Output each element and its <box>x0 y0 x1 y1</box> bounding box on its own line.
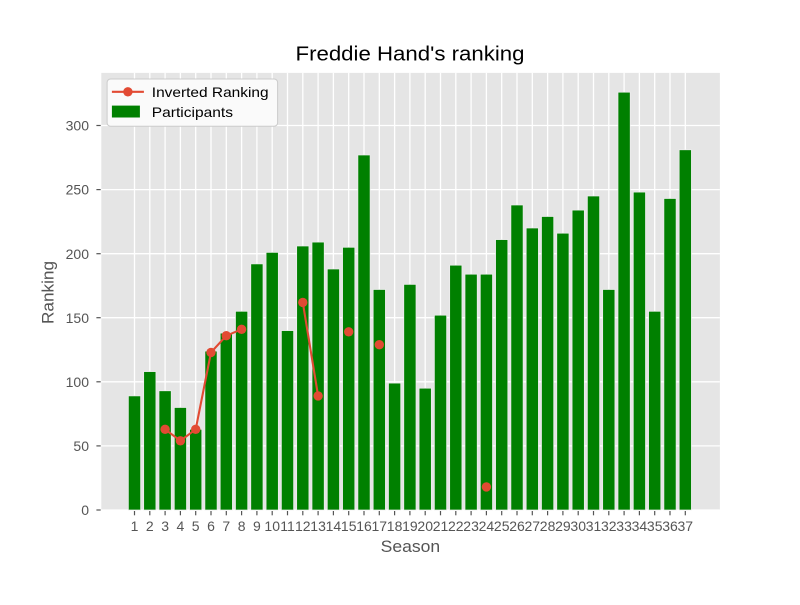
svg-text:14: 14 <box>326 518 342 534</box>
svg-text:26: 26 <box>509 518 525 534</box>
svg-text:34: 34 <box>632 518 648 534</box>
svg-text:24: 24 <box>479 518 495 534</box>
svg-text:Season: Season <box>381 537 441 556</box>
svg-text:11: 11 <box>280 518 295 534</box>
svg-text:18: 18 <box>387 518 403 534</box>
svg-text:13: 13 <box>310 518 326 534</box>
svg-text:9: 9 <box>253 518 261 534</box>
svg-text:0: 0 <box>81 502 89 518</box>
svg-text:16: 16 <box>356 518 372 534</box>
svg-text:36: 36 <box>662 518 678 534</box>
svg-text:27: 27 <box>525 518 541 534</box>
svg-text:7: 7 <box>222 518 230 534</box>
svg-text:200: 200 <box>66 246 90 262</box>
svg-text:20: 20 <box>417 518 433 534</box>
svg-text:100: 100 <box>66 374 90 390</box>
svg-text:4: 4 <box>177 518 185 534</box>
svg-text:32: 32 <box>601 518 617 534</box>
svg-text:31: 31 <box>586 518 602 534</box>
svg-text:250: 250 <box>66 182 90 198</box>
svg-text:29: 29 <box>555 518 571 534</box>
svg-text:19: 19 <box>402 518 418 534</box>
svg-text:Freddie Hand's ranking: Freddie Hand's ranking <box>296 44 525 66</box>
svg-text:33: 33 <box>616 518 632 534</box>
svg-text:5: 5 <box>192 518 200 534</box>
svg-text:2: 2 <box>146 518 154 534</box>
svg-text:3: 3 <box>161 518 169 534</box>
svg-text:300: 300 <box>66 118 90 134</box>
svg-text:15: 15 <box>341 518 357 534</box>
svg-text:150: 150 <box>66 310 90 326</box>
svg-text:22: 22 <box>448 518 464 534</box>
svg-text:1: 1 <box>131 518 139 534</box>
svg-text:Participants: Participants <box>152 104 233 120</box>
svg-text:21: 21 <box>433 518 449 534</box>
svg-text:35: 35 <box>647 518 663 534</box>
svg-text:37: 37 <box>678 518 694 534</box>
svg-text:Inverted Ranking: Inverted Ranking <box>152 84 269 100</box>
svg-text:8: 8 <box>238 518 246 534</box>
svg-text:50: 50 <box>73 438 89 454</box>
svg-text:12: 12 <box>295 518 311 534</box>
svg-text:28: 28 <box>540 518 556 534</box>
svg-text:17: 17 <box>372 518 388 534</box>
svg-text:10: 10 <box>264 518 280 534</box>
svg-text:25: 25 <box>494 518 510 534</box>
svg-text:Ranking: Ranking <box>39 261 58 324</box>
svg-text:6: 6 <box>207 518 215 534</box>
svg-text:23: 23 <box>463 518 479 534</box>
svg-text:30: 30 <box>570 518 586 534</box>
